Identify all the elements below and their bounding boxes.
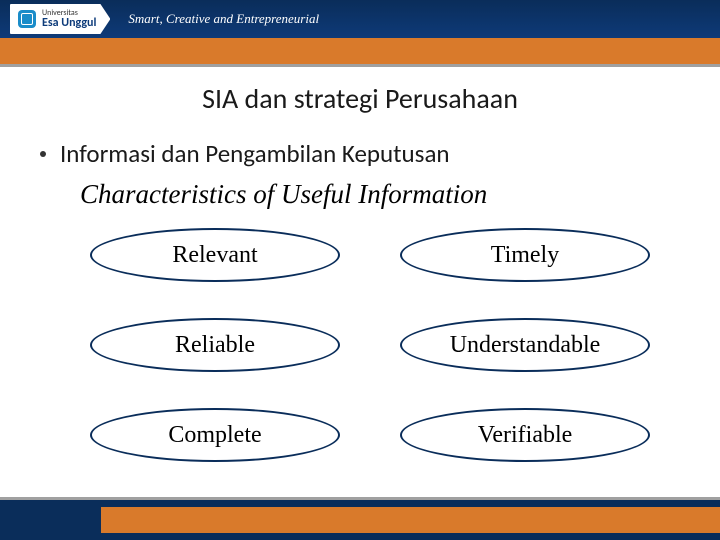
logo-text: Universitas Esa Unggul [42,9,96,29]
characteristic-understandable: Understandable [400,318,650,372]
bullet-icon [40,151,46,157]
footer [0,497,720,540]
characteristic-complete: Complete [90,408,340,462]
footer-orange-strip [101,507,720,533]
slide-title: SIA dan strategi Perusahaan [40,81,680,116]
content-area: SIA dan strategi Perusahaan Informasi da… [0,67,720,462]
logo-icon [18,10,36,28]
characteristics-grid: Relevant Timely Reliable Understandable … [40,228,680,462]
subtitle: Characteristics of Useful Information [80,179,680,210]
bullet-row: Informasi dan Pengambilan Keputusan [40,138,680,169]
characteristic-timely: Timely [400,228,650,282]
university-logo: Universitas Esa Unggul [10,4,110,34]
university-name: Esa Unggul [42,16,96,30]
orange-strip [0,38,720,64]
footer-bar [0,500,720,540]
characteristic-verifiable: Verifiable [400,408,650,462]
characteristic-reliable: Reliable [90,318,340,372]
tagline: Smart, Creative and Entrepreneurial [128,11,319,27]
header-bar: Universitas Esa Unggul Smart, Creative a… [0,0,720,38]
characteristic-relevant: Relevant [90,228,340,282]
bullet-text: Informasi dan Pengambilan Keputusan [60,138,450,169]
